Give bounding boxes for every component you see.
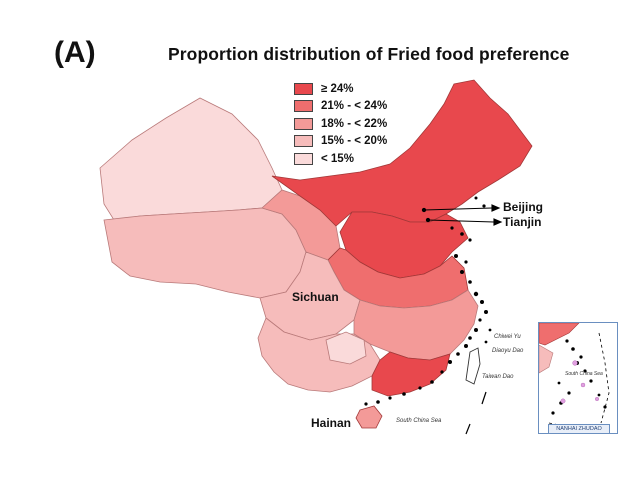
legend-item: 21% - < 24% [294, 98, 387, 116]
label-diaoyu-dao: Diaoyu Dao [492, 348, 524, 354]
region-xinjiang [99, 97, 283, 221]
region-qinghai-tibet [103, 207, 307, 299]
legend: ≥ 24% 21% - < 24% 18% - < 22% 15% - < 20… [294, 80, 387, 168]
region-guangdong [371, 351, 451, 397]
legend-swatch [294, 117, 313, 130]
label-taiwan-dao: Taiwan Dao [482, 374, 514, 380]
legend-swatch [294, 100, 313, 113]
legend-swatch [294, 135, 313, 148]
legend-label: 21% - < 24% [321, 100, 388, 113]
legend-item: 18% - < 22% [294, 115, 387, 133]
legend-label: 15% - < 20% [321, 135, 388, 148]
legend-swatch [294, 82, 313, 95]
legend-swatch [294, 152, 313, 165]
legend-item: < 15% [294, 150, 387, 168]
arrows [421, 204, 503, 226]
region-taiwan [465, 347, 481, 385]
legend-label: < 15% [321, 152, 354, 165]
region-hainan [355, 405, 383, 429]
label-chiwei-yu: Chiwei Yu [494, 334, 521, 340]
legend-item: ≥ 24% [294, 80, 387, 98]
south-china-sea-inset: South China Sea [538, 322, 618, 434]
sea-dashes [465, 391, 487, 435]
map-title: Proportion distribution of Fried food pr… [168, 44, 570, 64]
label-tianjin: Tianjin [503, 215, 542, 229]
label-beijing: Beijing [503, 200, 544, 214]
label-hainan: Hainan [311, 416, 352, 430]
inset-map [539, 323, 610, 428]
inset-footer: NANHAI ZHUDAO [548, 424, 610, 434]
legend-item: 15% - < 20% [294, 133, 387, 151]
label-south-china-sea: South China Sea [396, 418, 442, 424]
legend-label: ≥ 24% [321, 82, 354, 95]
inset-label-south-china-sea: South China Sea [565, 371, 603, 377]
legend-label: 18% - < 22% [321, 117, 388, 130]
panel-label: (A) [54, 36, 96, 69]
label-sichuan: Sichuan [292, 290, 339, 304]
region-light-pocket [325, 331, 367, 365]
coastal-dots [364, 196, 492, 406]
